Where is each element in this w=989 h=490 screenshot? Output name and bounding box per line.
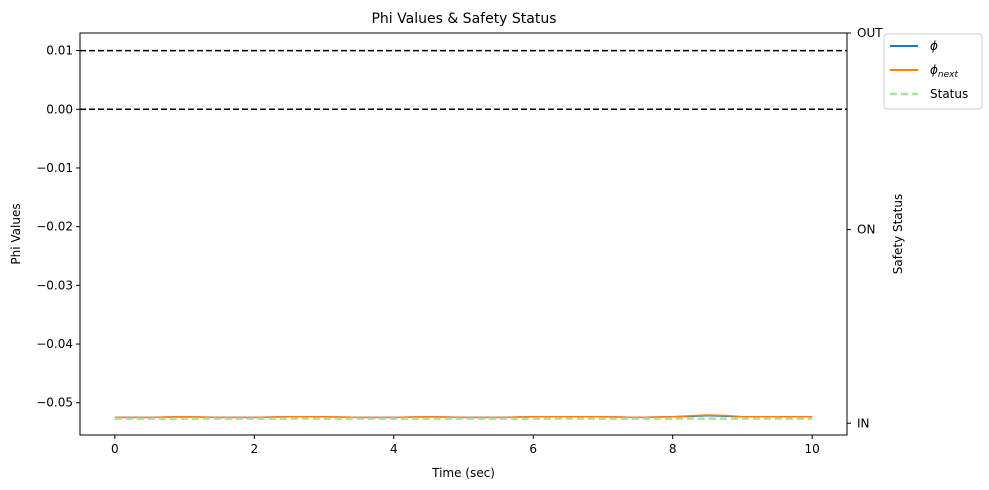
y-axis-label: Phi Values (9, 203, 23, 264)
legend-label-status: Status (930, 87, 968, 101)
chart-title: Phi Values & Safety Status (371, 11, 556, 27)
x-axis-label: Time (sec) (431, 466, 495, 480)
y-tick-label-5: −0.04 (36, 337, 73, 351)
x-tick-label-3: 6 (529, 442, 537, 456)
x-tick-label-1: 2 (250, 442, 258, 456)
legend-box (883, 33, 983, 110)
y2-tick-label-1: ON (857, 223, 875, 237)
y-tick-label-1: 0.00 (46, 102, 73, 116)
x-tick-label-0: 0 (111, 442, 119, 456)
legend-label-phi-next-sub: next (938, 70, 959, 80)
plot-area (80, 49, 847, 420)
x-tick-label-5: 10 (804, 442, 819, 456)
y-tick-label-2: −0.01 (36, 161, 73, 175)
y-tick-label-4: −0.03 (36, 278, 73, 292)
x-tick-label-2: 4 (390, 442, 398, 456)
legend-label-phi: ϕ (930, 39, 938, 53)
axis-ticks: 0 2 4 6 8 10 0.01 0.00 −0.01 −0.02 −0.03 −0.04 −0.05… (36, 26, 883, 456)
y-tick-label-3: −0.02 (36, 220, 73, 234)
y2-axis-label: Safety Status (891, 194, 905, 274)
y-tick-label-0: 0.01 (46, 44, 73, 58)
legend-label-phi-next: ϕnext (930, 63, 958, 80)
x-tick-label-4: 8 (669, 442, 677, 456)
y2-tick-label-0: OUT (857, 26, 883, 40)
legend: ϕ ϕnext Status (883, 33, 983, 110)
y-tick-label-6: −0.05 (36, 396, 73, 410)
legend-label-phi-next-base: ϕ (930, 63, 938, 77)
y2-tick-label-2: IN (857, 416, 870, 430)
plot-frame (79, 32, 848, 436)
